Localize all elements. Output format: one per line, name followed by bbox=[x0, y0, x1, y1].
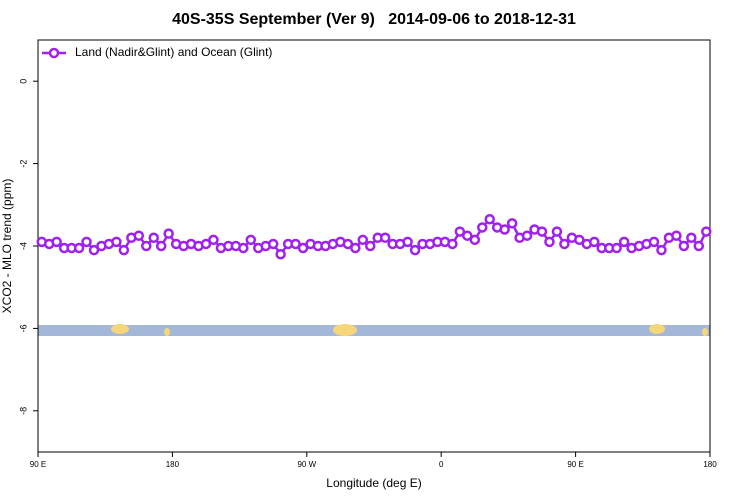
data-point bbox=[701, 226, 712, 237]
data-point bbox=[447, 238, 458, 250]
legend-label: Land (Nadir&Glint) and Ocean (Glint) bbox=[75, 45, 272, 59]
data-point bbox=[365, 240, 376, 252]
data-point bbox=[559, 238, 570, 250]
x-tick-label: 180 bbox=[703, 460, 717, 469]
data-point bbox=[544, 236, 555, 248]
data-point bbox=[678, 240, 690, 252]
data-point bbox=[200, 238, 212, 250]
data-point bbox=[574, 234, 585, 246]
x-tick-label: 0 bbox=[439, 460, 444, 469]
data-point bbox=[275, 248, 286, 260]
x-tick-label: 90 E bbox=[567, 460, 583, 469]
data-point bbox=[671, 230, 682, 241]
y-tick-label: -2 bbox=[18, 160, 28, 168]
data-point bbox=[506, 218, 518, 229]
data-point bbox=[536, 226, 548, 237]
data-point bbox=[51, 236, 62, 248]
data-point bbox=[656, 244, 667, 256]
data-point bbox=[484, 213, 495, 225]
data-point bbox=[618, 236, 630, 248]
data-point bbox=[357, 234, 369, 246]
y-tick-label: 0 bbox=[18, 79, 28, 84]
data-point bbox=[379, 232, 391, 244]
data-point bbox=[267, 238, 279, 250]
data-point bbox=[469, 234, 481, 246]
y-tick-label: -4 bbox=[18, 242, 28, 250]
data-point bbox=[290, 238, 301, 250]
data-point bbox=[141, 240, 152, 252]
data-point bbox=[648, 236, 660, 248]
data-point bbox=[589, 236, 600, 248]
data-point bbox=[342, 238, 354, 250]
data-point bbox=[163, 228, 174, 239]
x-axis-label: Longitude (deg E) bbox=[326, 476, 421, 490]
data-point bbox=[477, 222, 488, 233]
data-point bbox=[611, 242, 622, 254]
data-point bbox=[686, 232, 697, 244]
data-point bbox=[297, 242, 309, 254]
data-point bbox=[402, 236, 413, 248]
x-tick-label: 180 bbox=[166, 460, 180, 469]
data-point bbox=[238, 242, 249, 254]
y-tick-label: -6 bbox=[18, 324, 28, 332]
data-point bbox=[350, 242, 361, 254]
data-point bbox=[208, 234, 219, 246]
data-point bbox=[551, 226, 563, 237]
x-tick-label: 90 W bbox=[297, 460, 316, 469]
data-point bbox=[155, 240, 167, 252]
data-point bbox=[148, 232, 159, 244]
data-point bbox=[454, 226, 466, 237]
data-point bbox=[409, 244, 421, 256]
legend-marker bbox=[48, 47, 60, 59]
data-point bbox=[111, 236, 122, 248]
data-point bbox=[88, 244, 100, 256]
data-point bbox=[693, 240, 705, 252]
data-point bbox=[118, 244, 130, 256]
data-point bbox=[245, 234, 257, 246]
data-point bbox=[521, 230, 533, 241]
data-point bbox=[81, 236, 92, 248]
data-point bbox=[73, 242, 85, 254]
y-tick-label: -8 bbox=[18, 407, 28, 415]
chart-title: 40S-35S September (Ver 9) 2014-09-06 to … bbox=[172, 11, 576, 28]
data-point bbox=[462, 230, 473, 241]
land-strip bbox=[38, 324, 710, 336]
data-point bbox=[133, 230, 145, 241]
data-point bbox=[499, 224, 510, 235]
x-tick-label: 90 E bbox=[30, 460, 46, 469]
y-axis-label: XCO2 - MLO trend (ppm) bbox=[0, 179, 14, 314]
